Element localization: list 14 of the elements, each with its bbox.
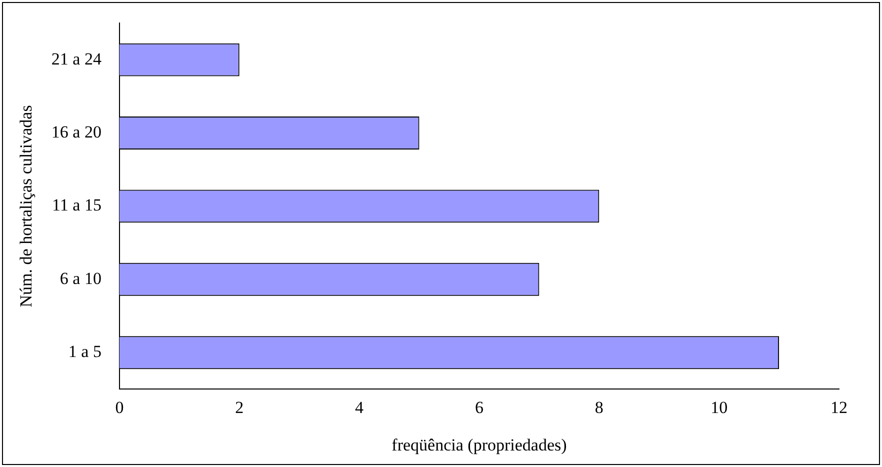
y-axis-title: Núm. de hortaliças cultivadas xyxy=(16,105,36,308)
x-tick-label: 12 xyxy=(830,398,848,417)
x-tick-label: 10 xyxy=(710,398,728,417)
x-tick-label: 0 xyxy=(115,398,124,417)
x-tick-label: 6 xyxy=(474,398,484,417)
x-tick-label: 4 xyxy=(355,398,364,417)
x-tick-label: 8 xyxy=(594,398,604,417)
y-tick-label: 21 a 24 xyxy=(51,49,102,68)
y-tick-label: 16 a 20 xyxy=(51,122,102,142)
x-axis-title: freqüência (propriedades) xyxy=(392,435,567,454)
y-tick-label: 1 a 5 xyxy=(68,342,102,362)
y-tick-label: 6 a 10 xyxy=(60,268,102,288)
x-tick-label: 2 xyxy=(235,398,244,417)
y-tick-label: 11 a 15 xyxy=(52,196,102,215)
